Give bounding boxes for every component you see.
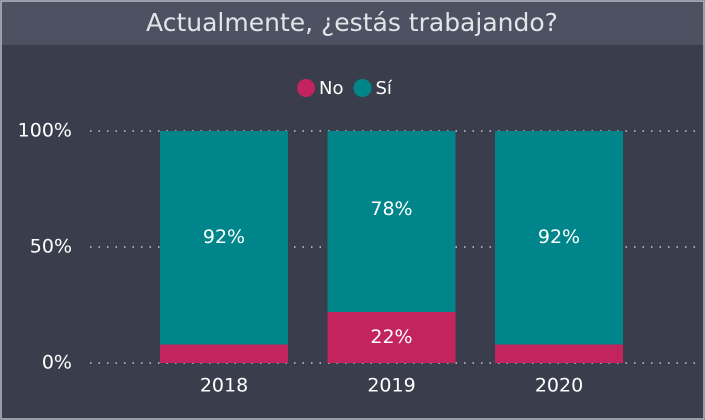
y-tick-label: 50% [30,236,72,258]
bar-segment [495,344,623,363]
y-tick-label: 0% [42,352,72,374]
title-bar [1,1,704,45]
x-tick-label: 2019 [367,375,415,397]
legend-swatch [297,79,315,97]
x-tick-label: 2018 [200,375,248,397]
bar-segment [160,344,288,363]
bar-segment [327,131,456,312]
data-label: 92% [538,226,580,248]
legend-swatch [353,79,372,97]
bar-segment [160,131,288,345]
data-label: 22% [370,326,412,348]
bar-segment [495,131,623,345]
bar-segment [327,311,456,363]
chart-title: Actualmente, ¿estás trabajando? [146,8,558,37]
legend-label: No [319,78,343,99]
y-tick-label: 100% [18,120,72,142]
x-tick-label: 2020 [535,375,583,397]
legend-label: Sí [375,78,392,99]
data-label: 78% [370,198,412,220]
data-label: 92% [203,226,245,248]
